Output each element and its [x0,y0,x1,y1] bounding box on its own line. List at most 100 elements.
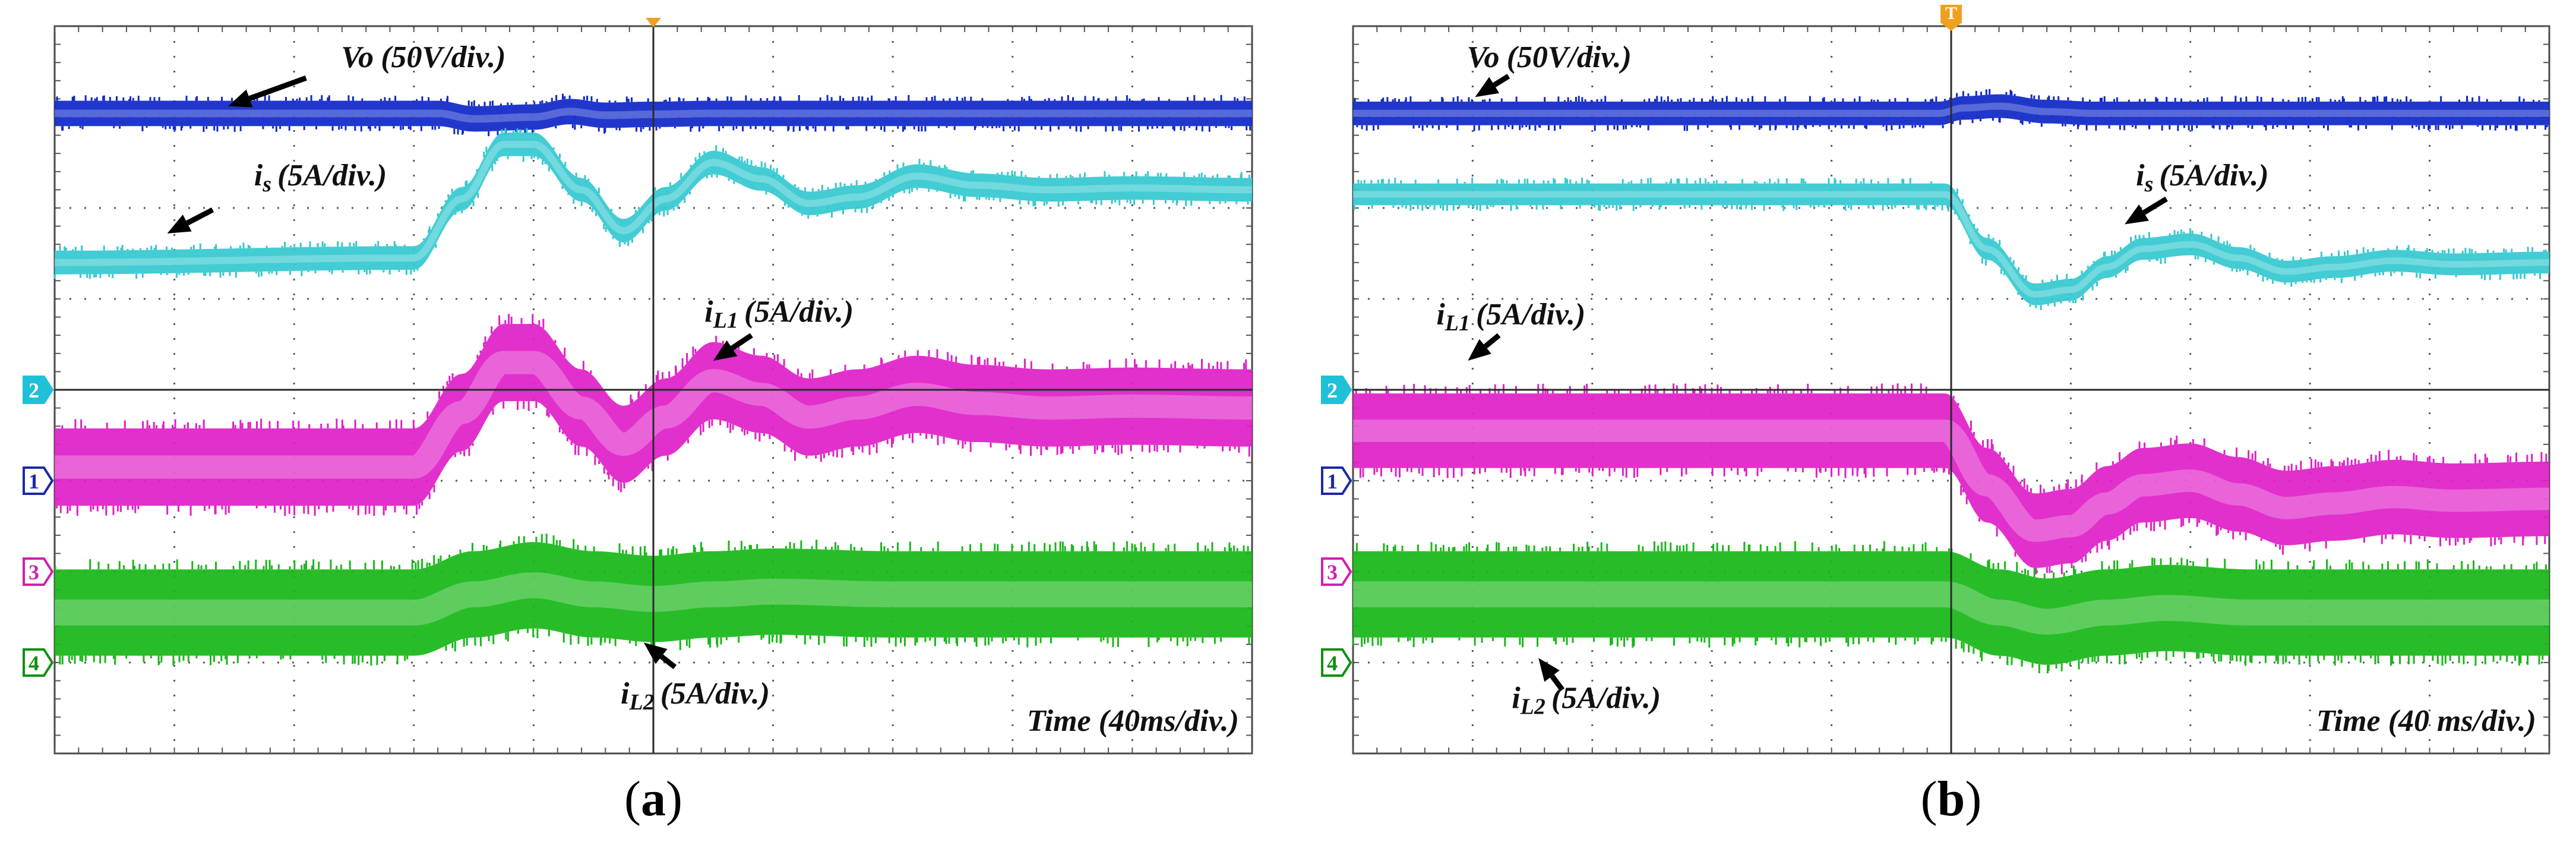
channel-marker-label: 2 [1327,379,1338,402]
panel-caption: (b) [1921,771,1982,827]
series-label-symbol: i [1436,298,1445,332]
annotation-arrow-head [1475,77,1500,97]
series-noise-vo [56,93,1251,137]
annotation-arrow-head [643,642,668,664]
channel-marker-2: 2 [1321,376,1352,404]
annotation-arrow-shaft [1483,333,1501,349]
series-label-unit: (5A/div.) [2159,159,2268,193]
series-noise-is [1353,177,2547,311]
channel-marker-label: 3 [1327,560,1338,584]
panel-caption: (a) [624,771,682,827]
series-label-symbol: i [621,677,630,711]
series-label-subscript: L1 [1445,311,1470,336]
trigger-label: T [1945,4,1957,23]
annotation-arrow-shaft [1493,74,1510,88]
series-label-il2: iL2 (5A/div.) [621,677,770,715]
series-label-unit: (50V/div.) [1507,40,1632,74]
series-label-symbol: Vo [1467,40,1500,74]
annotation-arrow-shaft [1550,674,1565,692]
annotation-is: is (5A/div.) [167,159,387,234]
time-scale-label: Time (40 ms/div.) [2316,704,2536,738]
channel-marker-1: 1 [1321,466,1352,495]
series-label-vo: Vo (50V/div.) [341,40,505,74]
channel-marker-shape [1321,466,1352,495]
series-label-il2: iL2 (5A/div.) [1512,682,1661,720]
series-label-il1: iL1 (5A/div.) [704,295,854,333]
annotation-arrow-shaft [2142,196,2168,215]
channel-marker-label: 1 [1327,469,1338,493]
series-label-is: is (5A/div.) [254,159,387,197]
trigger-marker [1940,5,1962,31]
series-label-vo: Vo (50V/div.) [1467,40,1632,74]
annotation-arrow-head [713,340,738,361]
channel-marker-shape [23,648,54,677]
annotation-arrow-shaft [730,333,753,351]
channel-marker-label: 2 [29,379,39,402]
annotation-il1: iL1 (5A/div.) [704,295,854,361]
series-band-il1 [1353,393,2549,568]
series-noise-il2 [54,534,1250,666]
annotation-arrow-shaft [659,654,677,670]
annotation-vo: Vo (50V/div.) [1467,40,1632,97]
caption-close: ) [1965,771,1981,827]
series-label-subscript: s [262,172,271,197]
annotation-arrow-head [1538,658,1560,682]
caption-letter: b [1937,771,1965,827]
channel-marker-label: 4 [29,651,39,675]
series-label-unit: (5A/div.) [744,295,854,329]
caption-open: ( [1921,771,1937,827]
series-label-subscript: L1 [713,308,738,333]
annotation-il2: iL2 (5A/div.) [621,642,770,715]
channel-marker-3: 3 [23,557,54,586]
series-label-unit: (5A/div.) [1476,298,1585,332]
series-label-symbol: i [2136,159,2145,193]
series-noise-il2 [1352,541,2547,674]
series-label-symbol: i [1512,682,1521,715]
channel-marker-4: 4 [1321,648,1352,677]
channel-marker-label: 1 [29,469,39,493]
channel-marker-shape [1321,648,1352,677]
annotation-il2: iL2 (5A/div.) [1512,658,1661,720]
series-label-subscript: L2 [628,690,654,715]
series-label-il1: iL1 (5A/div.) [1436,298,1585,336]
series-label-unit: (5A/div.) [660,677,770,711]
series-label-symbol: i [704,295,713,329]
series-label-unit: (5A/div.) [277,159,387,193]
annotation-arrow-head [228,89,253,108]
channel-marker-3: 3 [1321,557,1352,586]
annotation-arrow-shaft [248,75,307,101]
grid [1352,26,2550,754]
annotation-arrow-head [1468,339,1491,361]
series-label-unit: (50V/div.) [381,40,505,74]
channel-marker-shape [1321,376,1352,404]
caption-close: ) [666,771,682,827]
series-label-is: is (5A/div.) [2136,159,2269,197]
channel-marker-2: 2 [23,376,54,404]
series-noise-vo [1354,89,2548,131]
channel-marker-shape [23,557,54,586]
caption-open: ( [624,771,641,827]
series-noise-il1 [56,314,1250,516]
series-noise-il1 [1355,383,2547,575]
series-label-unit: (5A/div.) [1551,682,1661,715]
series-label-symbol: i [254,159,263,193]
series-label-subscript: s [2144,172,2154,197]
series-label-symbol: Vo [341,40,374,74]
time-scale-label: Time (40ms/div.) [1027,704,1239,738]
annotation-arrow-shaft [186,207,214,226]
channel-marker-shape [23,466,54,495]
channel-marker-shape [1321,557,1352,586]
series-label-subscript: L2 [1520,695,1545,720]
channel-marker-label: 4 [1327,651,1338,675]
annotation-il1: iL1 (5A/div.) [1436,298,1585,361]
channel-marker-4: 4 [23,648,54,677]
annotation-vo: Vo (50V/div.) [228,40,506,108]
annotation-arrow-head [2125,204,2149,225]
caption-letter: a [641,771,666,827]
annotation-is: is (5A/div.) [2125,159,2269,225]
annotation-arrow-head [167,215,192,234]
